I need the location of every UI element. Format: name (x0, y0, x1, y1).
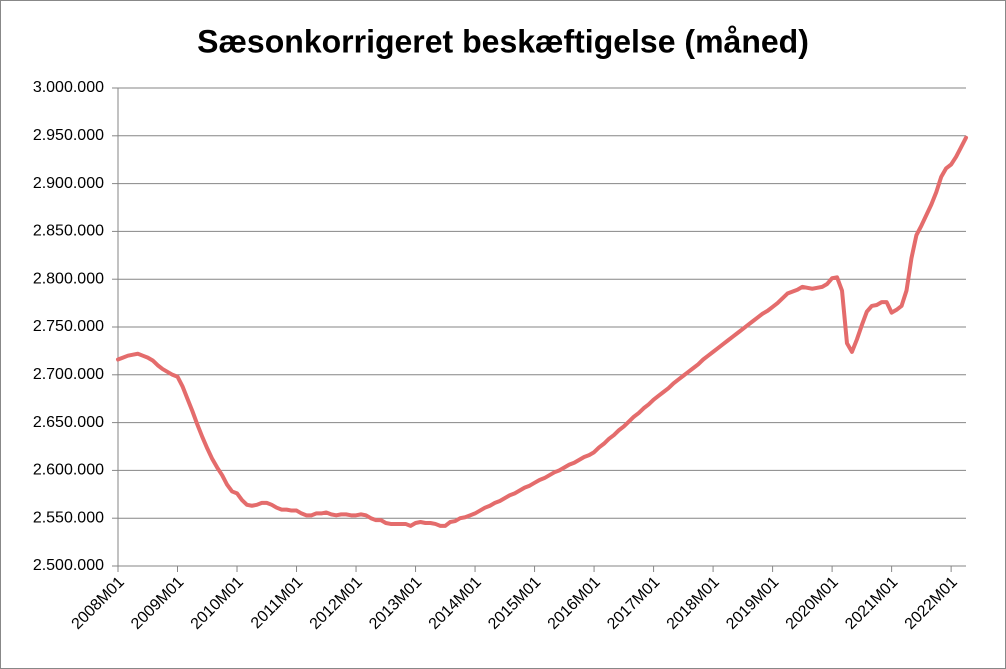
y-tick-label: 3.000.000 (33, 79, 104, 96)
y-tick-label: 2.600.000 (33, 462, 104, 479)
y-tick-label: 2.500.000 (33, 557, 104, 574)
chart-title: Sæsonkorrigeret beskæftigelse (måned) (197, 23, 809, 59)
y-tick-label: 2.950.000 (33, 127, 104, 144)
data-line (116, 135, 968, 528)
y-tick-label: 2.800.000 (33, 270, 104, 287)
y-tick-label: 2.850.000 (33, 223, 104, 240)
y-tick-label: 2.900.000 (33, 175, 104, 192)
y-tick-label: 2.700.000 (33, 366, 104, 383)
y-tick-label: 2.550.000 (33, 509, 104, 526)
y-tick-label: 2.650.000 (33, 414, 104, 431)
y-tick-label: 2.750.000 (33, 318, 104, 335)
